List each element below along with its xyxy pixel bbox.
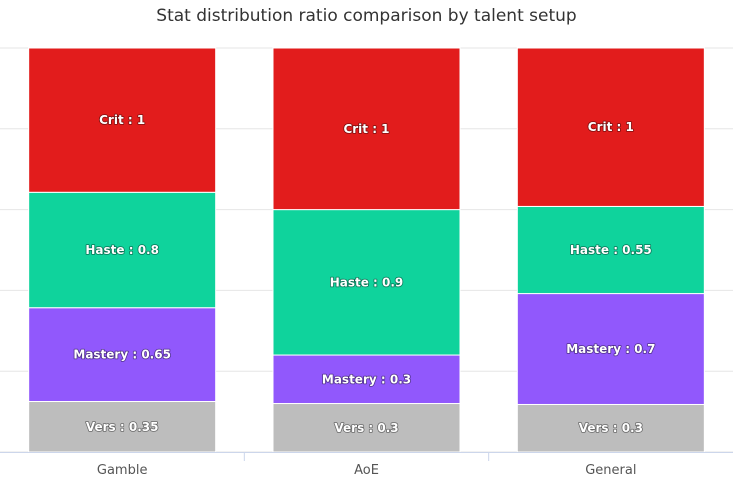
x-axis: Gamble AoE General — [0, 452, 733, 478]
bar-haste-gamble[interactable] — [28, 191, 217, 309]
x-tick-label: AoE — [354, 463, 379, 478]
data-label: Crit : 1 — [588, 120, 634, 134]
bar-haste-general[interactable] — [516, 205, 705, 295]
data-label: Haste : 0.8 — [85, 243, 159, 257]
bar-mastery-general[interactable] — [516, 293, 705, 405]
bar-crit-gamble[interactable] — [28, 47, 217, 193]
bar-crit-general[interactable] — [516, 47, 705, 207]
data-label: Crit : 1 — [99, 113, 145, 127]
data-label: Mastery : 0.7 — [566, 342, 655, 356]
bar-mastery-aoe[interactable] — [272, 354, 461, 405]
data-label: Mastery : 0.3 — [322, 372, 411, 386]
data-labels: Vers : 0.35 Mastery : 0.65 Haste : 0.8 Crit… — [73, 112, 657, 436]
x-tick-label: Gamble — [97, 463, 148, 478]
data-label: Haste : 0.9 — [330, 275, 404, 289]
bar-crit-aoe[interactable] — [272, 47, 461, 211]
data-label: Mastery : 0.65 — [73, 348, 171, 362]
chart-title: Stat distribution ratio comparison by ta… — [156, 6, 576, 26]
data-label: Vers : 0.35 — [86, 420, 159, 434]
bar-haste-aoe[interactable] — [272, 209, 461, 356]
data-label: Crit : 1 — [343, 122, 389, 136]
x-tick-label: General — [585, 463, 636, 478]
bars — [28, 47, 705, 453]
bar-mastery-gamble[interactable] — [28, 307, 217, 403]
data-label: Haste : 0.55 — [570, 243, 652, 257]
data-label: Vers : 0.3 — [334, 421, 398, 435]
data-label: Vers : 0.3 — [579, 421, 643, 435]
bar-vers-aoe[interactable] — [272, 403, 461, 453]
